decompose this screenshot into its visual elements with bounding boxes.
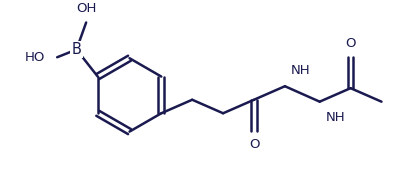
Text: OH: OH <box>76 2 96 15</box>
Text: NH: NH <box>326 111 345 124</box>
Text: O: O <box>345 36 356 50</box>
Text: O: O <box>249 138 259 151</box>
Text: HO: HO <box>25 51 46 64</box>
Text: NH: NH <box>291 64 310 77</box>
Text: B: B <box>71 42 81 57</box>
